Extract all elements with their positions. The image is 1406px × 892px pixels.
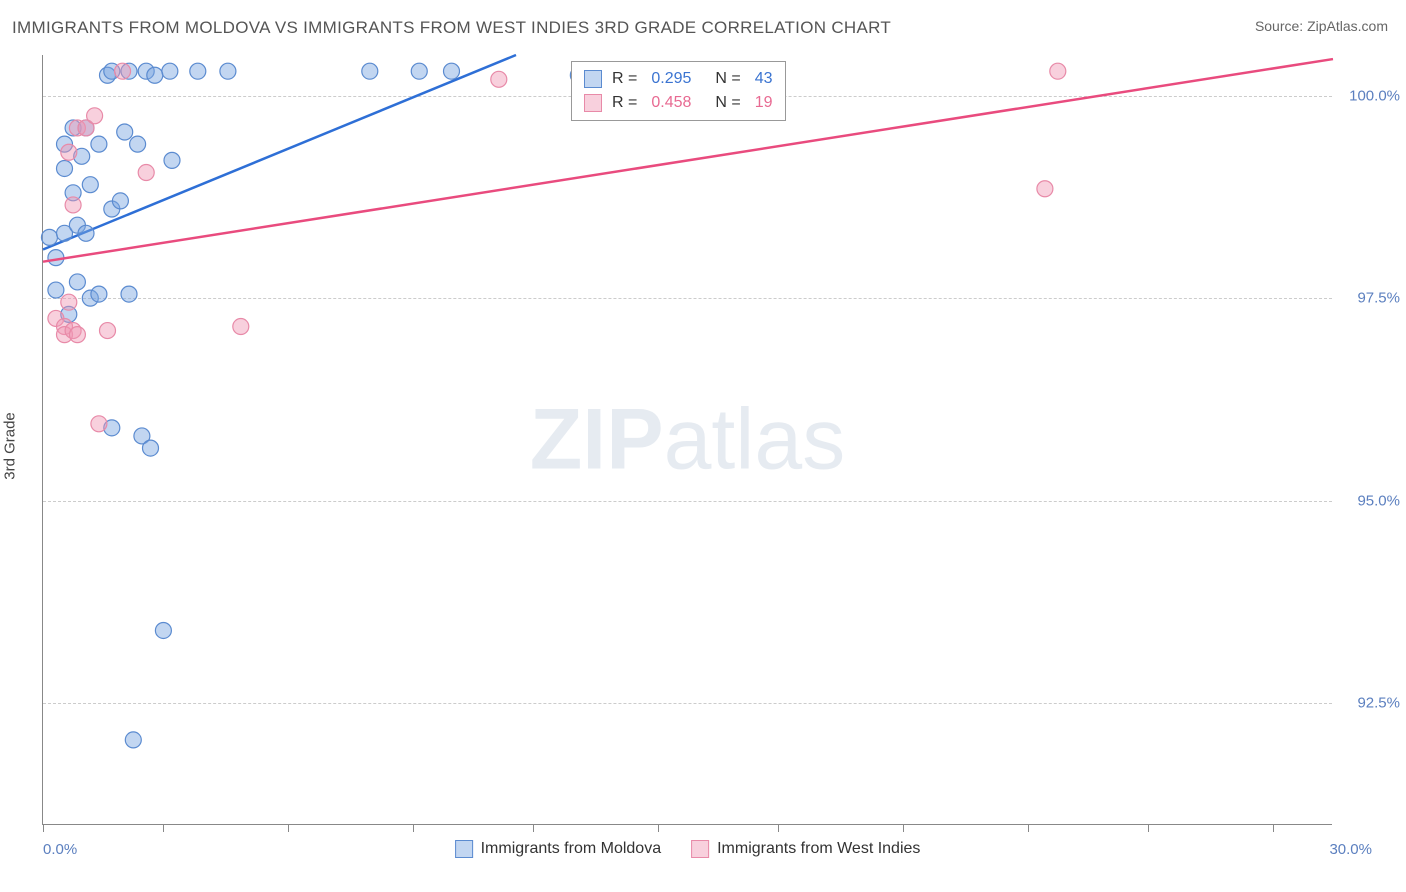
data-point: [1050, 63, 1066, 79]
data-point: [112, 193, 128, 209]
data-point: [82, 177, 98, 193]
xtick: [288, 824, 289, 832]
swatch-moldova-bottom: [455, 840, 473, 858]
n-label-2: N =: [715, 91, 740, 115]
data-point: [121, 286, 137, 302]
xtick: [1028, 824, 1029, 832]
ytick-label: 100.0%: [1349, 87, 1400, 104]
data-point: [69, 327, 85, 343]
data-point: [91, 416, 107, 432]
data-point: [78, 225, 94, 241]
data-point: [164, 152, 180, 168]
bottom-legend-item-2: Immigrants from West Indies: [691, 840, 920, 858]
n-value-1: 43: [755, 67, 773, 91]
data-point: [41, 229, 57, 245]
data-point: [65, 197, 81, 213]
data-point: [100, 323, 116, 339]
regression-line: [43, 55, 516, 250]
ytick-label: 97.5%: [1357, 290, 1400, 307]
r-value-2: 0.458: [651, 91, 691, 115]
bottom-legend: Immigrants from Moldova Immigrants from …: [455, 840, 921, 858]
xtick-label-left: 0.0%: [43, 841, 77, 858]
plot-area: ZIPatlas 92.5%95.0%97.5%100.0% R = 0.295…: [42, 55, 1332, 825]
data-point: [220, 63, 236, 79]
xtick: [163, 824, 164, 832]
xtick: [778, 824, 779, 832]
swatch-westindies: [584, 94, 602, 112]
data-point: [115, 63, 131, 79]
chart-title: IMMIGRANTS FROM MOLDOVA VS IMMIGRANTS FR…: [12, 18, 891, 38]
data-point: [69, 274, 85, 290]
series1-label: Immigrants from Moldova: [481, 840, 662, 858]
r-label-2: R =: [612, 91, 637, 115]
xtick: [1273, 824, 1274, 832]
chart-container: IMMIGRANTS FROM MOLDOVA VS IMMIGRANTS FR…: [0, 0, 1406, 892]
xtick-label-right: 30.0%: [1329, 841, 1372, 858]
series2-label: Immigrants from West Indies: [717, 840, 920, 858]
r-label-1: R =: [612, 67, 637, 91]
yaxis-title: 3rd Grade: [2, 412, 19, 480]
bottom-legend-item-1: Immigrants from Moldova: [455, 840, 662, 858]
ytick-label: 92.5%: [1357, 695, 1400, 712]
legend-row-1: R = 0.295 N = 43: [584, 67, 773, 91]
data-point: [233, 319, 249, 335]
data-point: [57, 160, 73, 176]
stats-legend: R = 0.295 N = 43 R = 0.458 N = 19: [571, 61, 786, 121]
data-point: [362, 63, 378, 79]
data-point: [444, 63, 460, 79]
data-point: [162, 63, 178, 79]
r-value-1: 0.295: [651, 67, 691, 91]
data-point: [87, 108, 103, 124]
scatter-plot-svg: [43, 55, 1332, 824]
data-point: [155, 622, 171, 638]
n-value-2: 19: [755, 91, 773, 115]
legend-row-2: R = 0.458 N = 19: [584, 91, 773, 115]
data-point: [117, 124, 133, 140]
data-point: [1037, 181, 1053, 197]
swatch-moldova: [584, 70, 602, 88]
n-label-1: N =: [715, 67, 740, 91]
swatch-westindies-bottom: [691, 840, 709, 858]
xtick: [1148, 824, 1149, 832]
data-point: [61, 144, 77, 160]
data-point: [61, 294, 77, 310]
data-point: [130, 136, 146, 152]
data-point: [125, 732, 141, 748]
data-point: [143, 440, 159, 456]
ytick-label: 95.0%: [1357, 492, 1400, 509]
xtick: [533, 824, 534, 832]
data-point: [138, 165, 154, 181]
data-point: [48, 282, 64, 298]
data-point: [190, 63, 206, 79]
xtick: [43, 824, 44, 832]
xtick: [413, 824, 414, 832]
xtick: [903, 824, 904, 832]
data-point: [147, 67, 163, 83]
data-point: [491, 71, 507, 87]
data-point: [411, 63, 427, 79]
xtick: [658, 824, 659, 832]
data-point: [91, 286, 107, 302]
data-point: [91, 136, 107, 152]
source-label: Source: ZipAtlas.com: [1255, 18, 1388, 34]
